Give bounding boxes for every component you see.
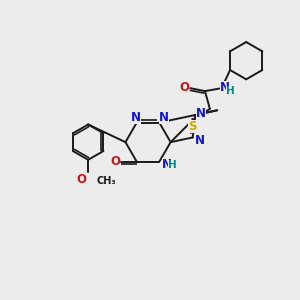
Text: N: N (162, 158, 172, 171)
Text: H: H (168, 160, 176, 170)
Text: O: O (179, 81, 189, 94)
Text: H: H (226, 86, 235, 96)
Text: N: N (196, 106, 206, 119)
Text: O: O (76, 173, 86, 186)
Text: N: N (131, 111, 141, 124)
Text: S: S (188, 120, 196, 133)
Text: N: N (220, 81, 230, 94)
Text: N: N (159, 111, 169, 124)
Text: O: O (110, 155, 120, 168)
Text: N: N (195, 134, 205, 147)
Text: CH₃: CH₃ (96, 176, 116, 186)
